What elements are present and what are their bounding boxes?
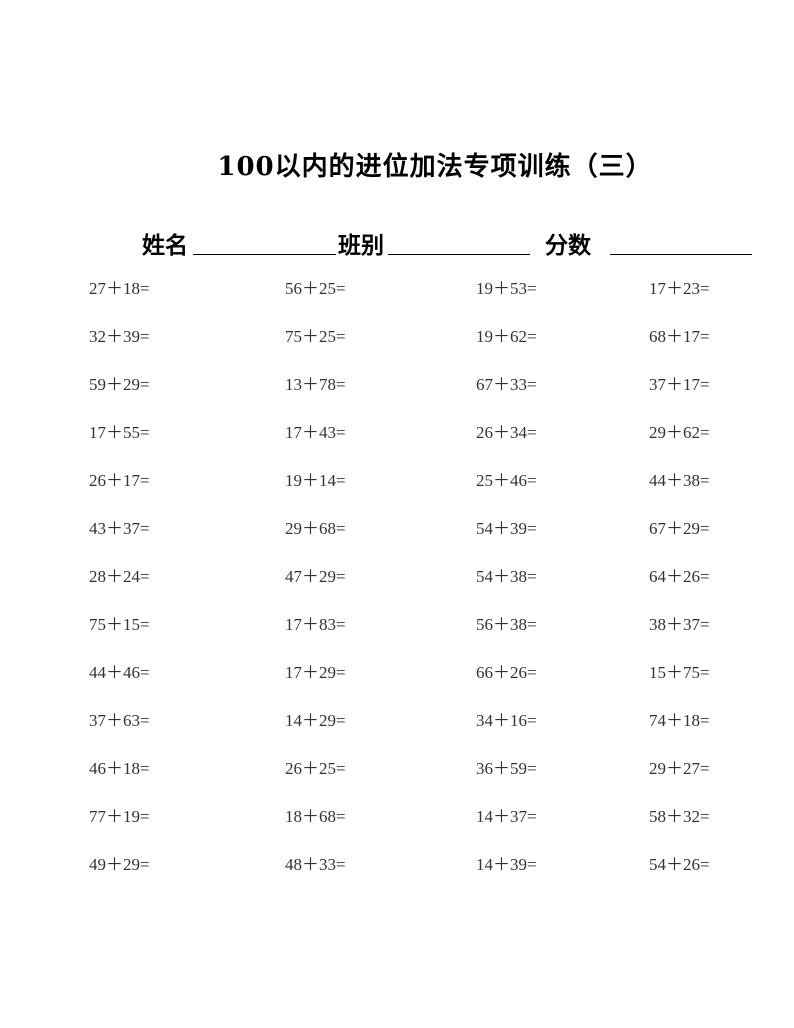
class-label: 班别 (338, 232, 384, 259)
score-label: 分数 (545, 232, 591, 259)
problem-item: 14＋37= (476, 807, 537, 826)
problem-item: 19＋53= (476, 279, 537, 298)
problem-item: 64＋26= (649, 567, 710, 586)
problem-item: 75＋25= (285, 327, 346, 346)
problem-item: 34＋16= (476, 711, 537, 730)
problem-item: 58＋32= (649, 807, 710, 826)
problem-item: 74＋18= (649, 711, 710, 730)
class-blank[interactable] (388, 254, 530, 255)
score-blank[interactable] (610, 254, 752, 255)
problem-item: 13＋78= (285, 375, 346, 394)
problem-item: 19＋62= (476, 327, 537, 346)
problem-item: 43＋37= (89, 519, 150, 538)
problem-item: 18＋68= (285, 807, 346, 826)
problem-item: 47＋29= (285, 567, 346, 586)
problem-item: 15＋75= (649, 663, 710, 682)
problem-item: 17＋55= (89, 423, 150, 442)
problem-item: 44＋46= (89, 663, 150, 682)
problem-item: 54＋26= (649, 855, 710, 874)
problem-item: 75＋15= (89, 615, 150, 634)
problem-item: 37＋17= (649, 375, 710, 394)
problem-item: 54＋38= (476, 567, 537, 586)
problem-item: 28＋24= (89, 567, 150, 586)
problem-item: 26＋17= (89, 471, 150, 490)
problem-item: 59＋29= (89, 375, 150, 394)
name-blank[interactable] (193, 254, 336, 255)
problem-item: 66＋26= (476, 663, 537, 682)
problem-item: 56＋38= (476, 615, 537, 634)
problem-item: 17＋43= (285, 423, 346, 442)
problem-item: 49＋29= (89, 855, 150, 874)
problem-item: 44＋38= (649, 471, 710, 490)
problem-item: 25＋46= (476, 471, 537, 490)
problem-item: 67＋33= (476, 375, 537, 394)
problem-item: 19＋14= (285, 471, 346, 490)
problem-item: 17＋29= (285, 663, 346, 682)
problem-item: 67＋29= (649, 519, 710, 538)
problem-item: 46＋18= (89, 759, 150, 778)
name-label: 姓名 (142, 232, 188, 259)
problem-item: 29＋27= (649, 759, 710, 778)
problem-item: 26＋25= (285, 759, 346, 778)
problem-item: 14＋29= (285, 711, 346, 730)
problem-item: 56＋25= (285, 279, 346, 298)
problem-item: 54＋39= (476, 519, 537, 538)
problem-item: 32＋39= (89, 327, 150, 346)
problem-item: 29＋68= (285, 519, 346, 538)
page-title: 100以内的进位加法专项训练（三） (217, 152, 653, 182)
problem-item: 77＋19= (89, 807, 150, 826)
problem-item: 36＋59= (476, 759, 537, 778)
problem-item: 27＋18= (89, 279, 150, 298)
problem-item: 68＋17= (649, 327, 710, 346)
problem-item: 17＋23= (649, 279, 710, 298)
problem-item: 14＋39= (476, 855, 537, 874)
problem-item: 48＋33= (285, 855, 346, 874)
problem-item: 17＋83= (285, 615, 346, 634)
problem-item: 26＋34= (476, 423, 537, 442)
problem-item: 29＋62= (649, 423, 710, 442)
problem-item: 37＋63= (89, 711, 150, 730)
problem-item: 38＋37= (649, 615, 710, 634)
